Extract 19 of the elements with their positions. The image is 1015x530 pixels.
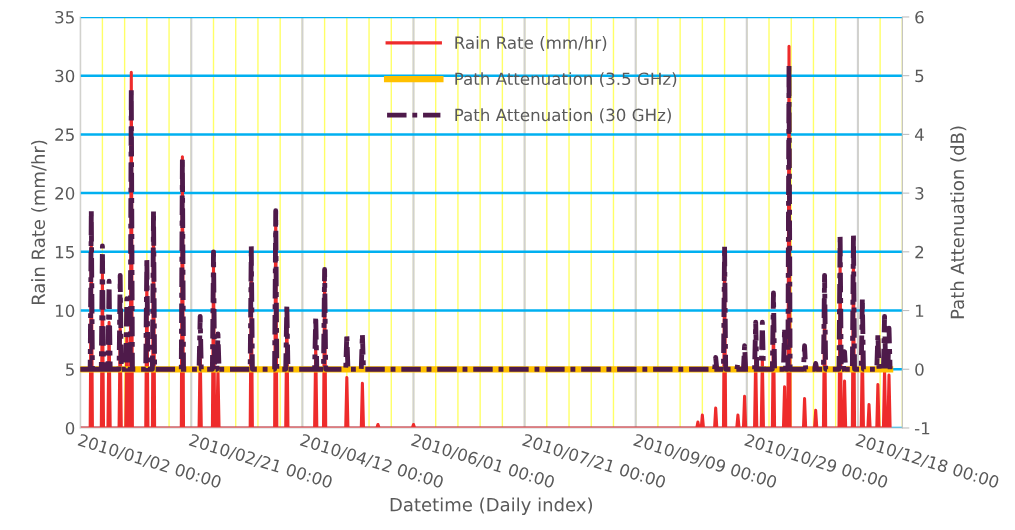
y2-tick-label: 3 (915, 187, 924, 200)
y-tick-label: 15 (55, 246, 74, 259)
y2-axis-title: Path Attenuation (dB) (950, 126, 967, 319)
y2-tick-label: 4 (914, 128, 924, 141)
y-tick-label: 35 (55, 10, 74, 24)
x-axis-title: Datetime (Daily index) (390, 497, 593, 515)
y-tick-label: 30 (55, 69, 75, 83)
y2-tick-label: 1 (915, 304, 924, 317)
y-tick-label: 0 (65, 421, 75, 435)
y2-tick-label: 2 (915, 245, 924, 259)
y2-tick-label: 5 (915, 69, 924, 83)
y-tick-label: 10 (55, 304, 75, 318)
y2-tick-label: -1 (914, 422, 930, 435)
y-tick-label: 20 (55, 187, 75, 200)
y-tick-label: 5 (66, 363, 74, 376)
y-tick-label: 25 (55, 128, 74, 141)
y-axis-title: Rain Rate (mm/hr) (31, 140, 48, 305)
y2-tick-label: 0 (915, 363, 924, 376)
y2-tick-label: 6 (915, 10, 924, 24)
